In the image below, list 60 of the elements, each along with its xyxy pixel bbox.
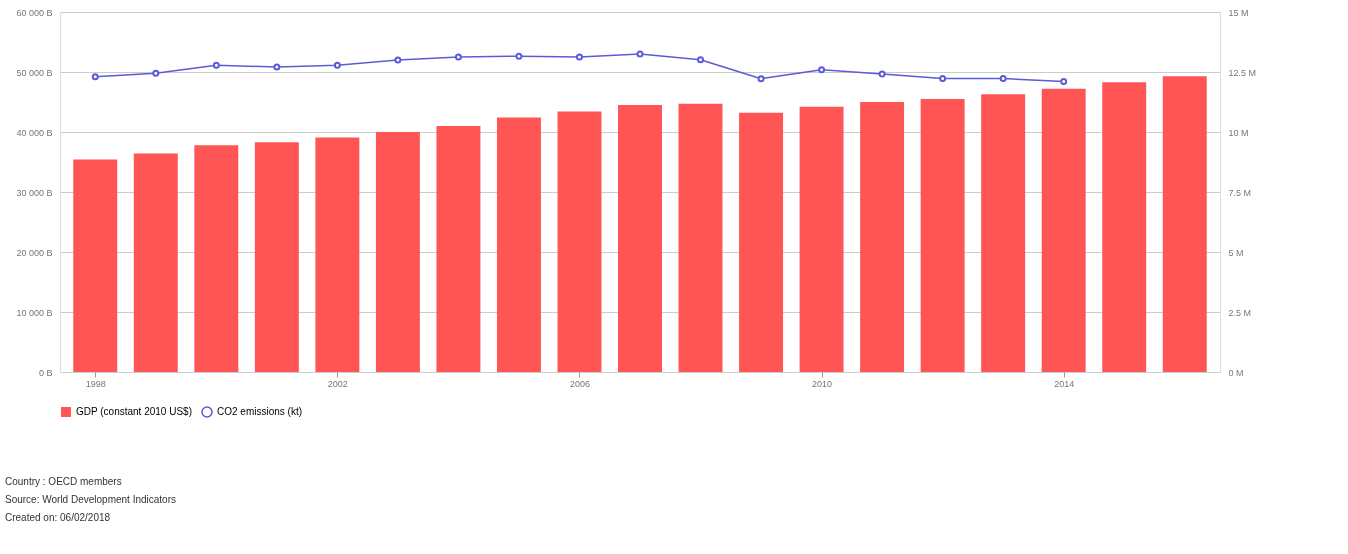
point <box>636 50 644 58</box>
bar <box>1162 76 1207 372</box>
y-tick-label: 0 B <box>38 367 53 378</box>
bar <box>73 159 118 372</box>
bar <box>315 137 360 372</box>
bar <box>739 112 784 372</box>
legend-label: CO2 emissions (kt) <box>217 406 303 417</box>
point <box>394 56 402 64</box>
y-tick-label: 20 000 B <box>16 247 53 258</box>
bar <box>981 94 1026 372</box>
y-tick-label: 60 000 B <box>16 7 53 18</box>
bar <box>920 99 965 372</box>
x-tick-label: 2014 <box>1054 378 1075 389</box>
point <box>454 53 462 61</box>
bar <box>860 102 905 372</box>
bar <box>557 111 602 372</box>
bar <box>1102 82 1147 372</box>
point <box>939 74 947 82</box>
bar <box>799 106 844 372</box>
point <box>575 53 583 61</box>
point <box>152 69 160 77</box>
bar <box>133 153 178 372</box>
bar <box>436 126 481 372</box>
y-tick-label: 30 000 B <box>16 187 53 198</box>
y-tick-label: 10 000 B <box>16 307 53 318</box>
x-tick-label: 2006 <box>569 378 590 389</box>
point <box>1060 78 1068 86</box>
y2-tick-label: 0 M <box>1228 367 1244 378</box>
text: Created on: 06/02/2018 <box>5 512 111 523</box>
y2-tick-label: 5 M <box>1228 247 1244 258</box>
y2-tick-label: 10 M <box>1228 127 1249 138</box>
source-note: Source: World Development Indicators <box>5 494 177 505</box>
y-tick-label: 50 000 B <box>16 67 53 78</box>
y2-tick-label: 2.5 M <box>1228 307 1252 318</box>
x-tick-label: 1998 <box>85 378 106 389</box>
point <box>999 74 1007 82</box>
bar <box>1041 88 1086 372</box>
y2-tick-label: 15 M <box>1228 7 1249 18</box>
point <box>818 66 826 74</box>
point <box>273 63 281 71</box>
y2-tick-label: 7.5 M <box>1228 187 1252 198</box>
y2-tick-label: 12.5 M <box>1228 67 1257 78</box>
point <box>91 73 99 81</box>
bar <box>194 145 239 372</box>
bar <box>496 117 541 372</box>
text: Country : OECD members <box>5 476 122 487</box>
point <box>878 70 886 78</box>
point <box>515 52 523 60</box>
y-tick-label: 40 000 B <box>16 127 53 138</box>
point <box>697 56 705 64</box>
legend-label: GDP (constant 2010 US$) <box>76 406 192 417</box>
bar <box>254 142 299 372</box>
bar <box>375 132 420 372</box>
bar <box>678 103 723 372</box>
x-tick-label: 2010 <box>812 378 833 389</box>
point <box>333 61 341 69</box>
point <box>212 61 220 69</box>
point <box>757 75 765 83</box>
bar <box>618 105 662 372</box>
x-tick-label: 2002 <box>327 378 348 389</box>
